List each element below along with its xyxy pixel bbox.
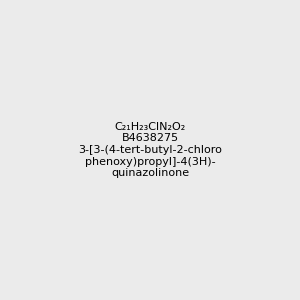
Text: C₂₁H₂₃ClN₂O₂
B4638275
3-[3-(4-tert-butyl-2-chloro
phenoxy)propyl]-4(3H)-
quinazo: C₂₁H₂₃ClN₂O₂ B4638275 3-[3-(4-tert-butyl… (78, 122, 222, 178)
